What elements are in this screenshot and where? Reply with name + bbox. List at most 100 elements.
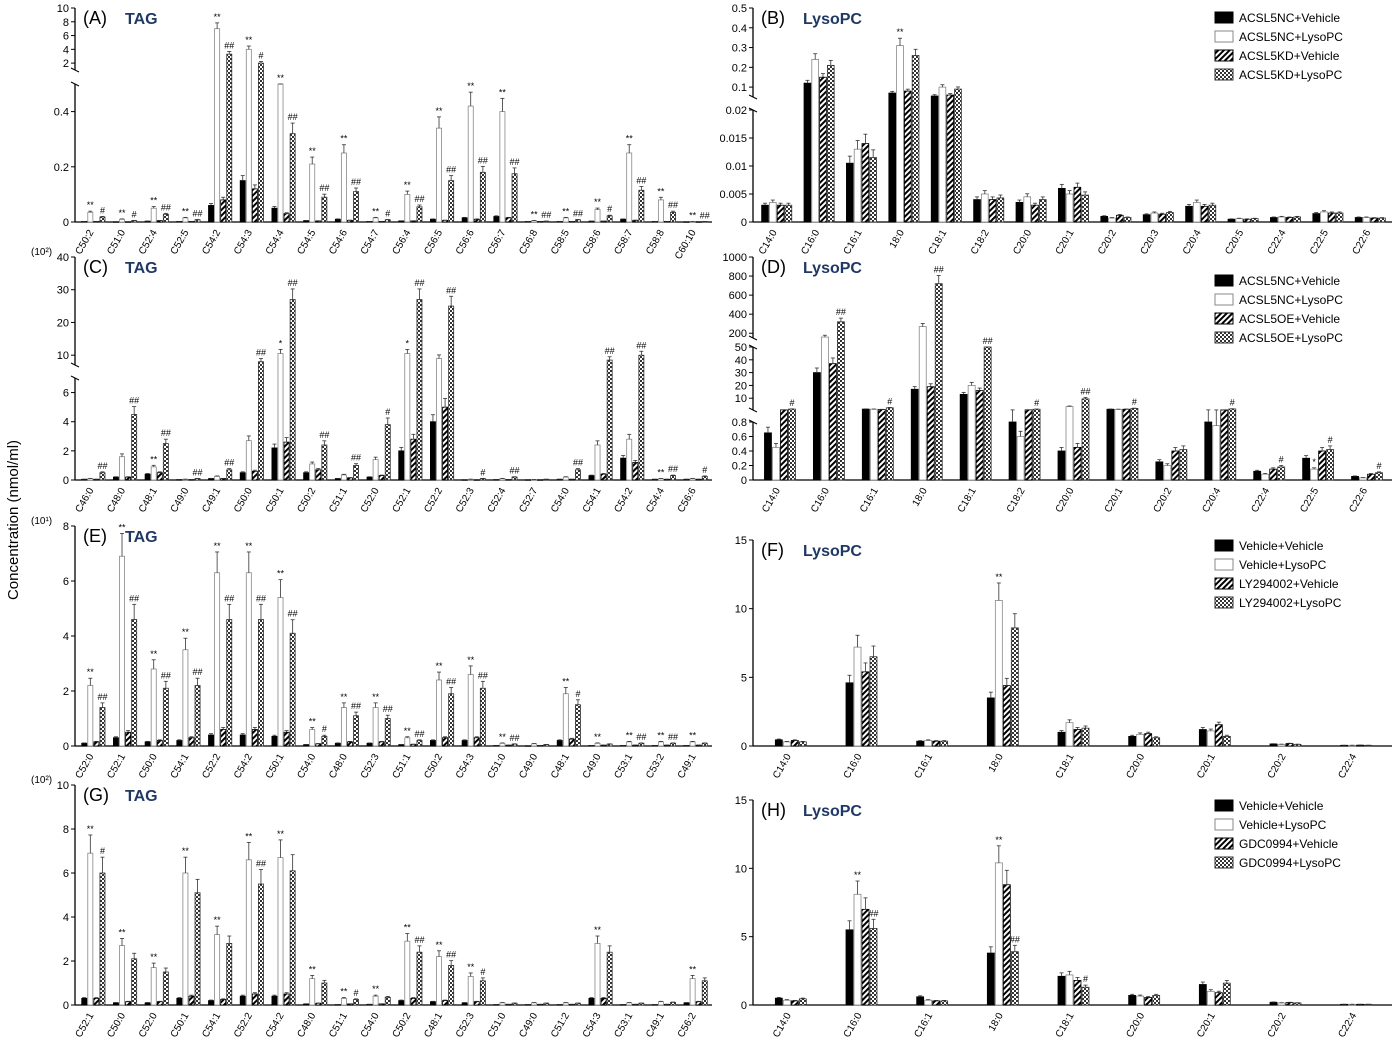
bar: [1375, 472, 1383, 481]
bar: [436, 127, 442, 223]
bar: [683, 1002, 690, 1006]
bar: [283, 993, 290, 1006]
panel-letter: (H): [761, 800, 786, 820]
y-tick-label: 4: [63, 631, 69, 643]
y-tick-label: 8: [63, 521, 69, 533]
bar: [258, 62, 264, 223]
bar: [531, 743, 538, 747]
bar: [430, 421, 436, 481]
bar: [499, 742, 506, 747]
bar: [309, 978, 316, 1006]
bar: [632, 219, 639, 223]
bar: [638, 189, 645, 223]
bar: [994, 600, 1003, 747]
bar: [353, 715, 359, 747]
panel-title: TAG: [125, 529, 158, 546]
bar: [150, 466, 157, 481]
bar: [372, 459, 379, 481]
bar: [940, 1000, 949, 1006]
bar: [334, 218, 341, 223]
bar: [194, 219, 201, 223]
category-label: C52:4: [137, 228, 160, 257]
y-tick-label: 30: [57, 285, 69, 297]
bar: [988, 199, 997, 223]
category-label: C54:2: [264, 1011, 287, 1040]
category-label: C53:1: [612, 1011, 635, 1040]
bar: [87, 685, 94, 747]
axis-break: [748, 107, 758, 113]
significance-label: **: [372, 984, 380, 994]
bar: [289, 632, 296, 747]
category-label: 18:0: [987, 1011, 1006, 1034]
category-label: C51:0: [486, 1011, 509, 1040]
panel-letter: (G): [83, 785, 109, 805]
y-tick-label: 0.2: [732, 62, 747, 74]
bar: [798, 998, 807, 1006]
bar: [1073, 729, 1082, 747]
category-label: C54:4: [644, 486, 667, 515]
category-label: C52:4: [486, 486, 509, 515]
panel-b: 0 0.005 0.01 0.015 0.02 0.1 0.2 0.3 0.4 0.5 (B) Lys…: [719, 3, 1392, 257]
significance-label: ##: [256, 858, 266, 868]
significance-label: #: [1034, 398, 1039, 408]
bar: [845, 929, 854, 1006]
significance-label: **: [372, 206, 380, 216]
axis-break: [70, 362, 80, 368]
bar: [885, 407, 894, 481]
category-label: C52:1: [74, 1011, 97, 1040]
bar: [1057, 731, 1066, 747]
significance-label: ##: [1010, 934, 1020, 944]
category-label: C16:1: [842, 228, 865, 257]
category-label: C52:3: [454, 486, 477, 515]
legend-swatch: [1214, 837, 1234, 850]
bar: [81, 742, 88, 747]
bar: [372, 217, 379, 223]
significance-label: #: [132, 209, 137, 219]
bar: [1370, 217, 1378, 223]
significance-label: ##: [636, 732, 646, 742]
bar: [176, 740, 183, 747]
significance-label: **: [119, 208, 127, 218]
significance-label: **: [245, 831, 253, 841]
y-tick-label: 8: [63, 824, 69, 836]
bar: [940, 740, 949, 747]
bar: [226, 469, 233, 481]
significance-label: **: [499, 732, 507, 742]
significance-label: **: [340, 134, 348, 144]
bar: [1008, 421, 1017, 481]
bar: [606, 215, 613, 223]
axis-multiplier: (10²): [31, 775, 52, 786]
bar: [924, 999, 933, 1006]
significance-label: **: [150, 649, 158, 659]
bar: [208, 1000, 214, 1006]
y-tick-label: 10: [57, 350, 69, 362]
axis-break: [70, 375, 80, 381]
bar: [321, 982, 328, 1006]
bar: [442, 219, 449, 223]
bar: [340, 474, 347, 481]
bar: [315, 743, 322, 747]
bar: [182, 872, 189, 1006]
category-label: C22:4: [1336, 1011, 1359, 1040]
significance-label: **: [657, 467, 665, 477]
bar: [473, 737, 480, 747]
panel-title: LysoPC: [803, 803, 862, 820]
bar: [782, 741, 791, 747]
bar: [144, 1002, 151, 1006]
category-label: C22:6: [1351, 228, 1374, 257]
significance-label: ##: [983, 336, 993, 346]
bar: [556, 740, 563, 747]
bar: [1128, 995, 1137, 1006]
bar: [156, 472, 163, 481]
category-label: C54:3: [232, 228, 255, 257]
bar: [836, 321, 845, 481]
category-label: C20:3: [1139, 228, 1162, 257]
bar: [1243, 218, 1251, 223]
bar: [1222, 735, 1231, 747]
significance-label: **: [594, 197, 602, 207]
bar: [448, 965, 455, 1006]
category-label: C56:5: [422, 228, 445, 257]
significance-label: **: [309, 964, 317, 974]
category-label: C51:1: [327, 1011, 350, 1040]
category-label: C16:1: [858, 486, 881, 515]
